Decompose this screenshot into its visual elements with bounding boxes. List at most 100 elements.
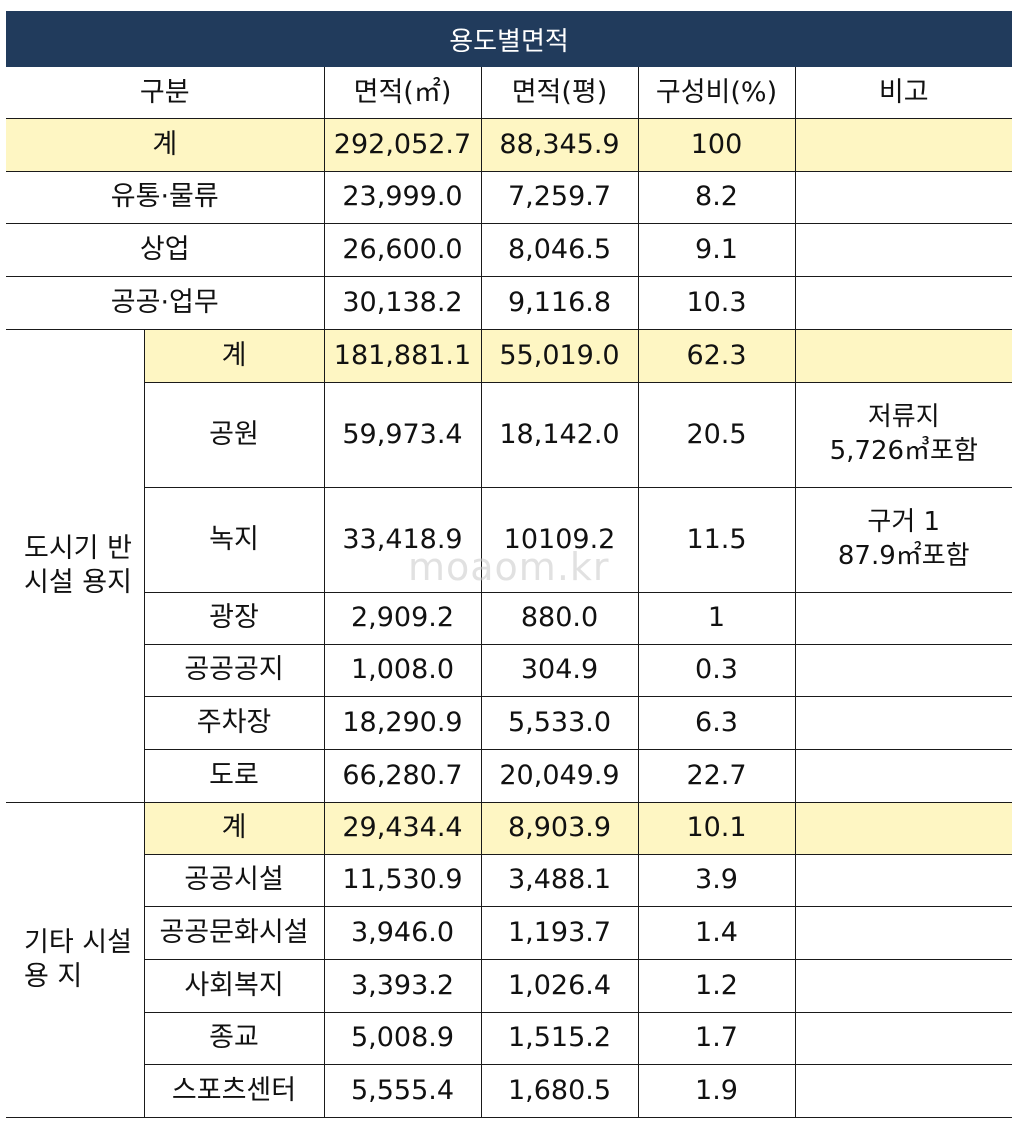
cell-note [795,696,1012,750]
cell-area-pyeong: 3,488.1 [481,854,639,907]
cell-note [795,749,1012,803]
cell-area-m2: 3,393.2 [324,959,482,1013]
cell-area-pyeong: 1,515.2 [481,1012,639,1065]
table-row: 공공문화시설 3,946.0 1,193.7 1.4 [6,906,1012,960]
cell-ratio: 100 [638,118,796,172]
table-row: 녹지 33,418.9 10109.2 11.5 구거 1 87.9㎡포함 [6,487,1012,593]
cell-ratio: 10.3 [638,276,796,330]
cell-area-pyeong: 304.9 [481,644,639,697]
header-area-pyeong: 면적(평) [481,67,639,119]
row-label: 유통·물류 [6,171,325,224]
cell-ratio: 0.3 [638,644,796,697]
table-row: 스포츠센터 5,555.4 1,680.5 1.9 [6,1064,1012,1118]
row-label: 상업 [6,223,325,277]
row-label: 스포츠센터 [144,1064,325,1118]
cell-area-m2: 23,999.0 [324,171,482,224]
land-use-area-table: 구분 면적(㎡) 면적(평) 구성비(%) 비고 계 292,052.7 88,… [6,67,1012,1118]
cell-ratio: 10.1 [638,802,796,855]
cell-note [795,223,1012,277]
cell-area-m2: 181,881.1 [324,329,482,383]
table-row: 상업 26,600.0 8,046.5 9.1 [6,223,1012,277]
cell-area-m2: 3,946.0 [324,906,482,960]
cell-note: 저류지 5,726㎥포함 [795,382,1012,488]
table-title: 용도별면적 [6,11,1012,67]
table-row: 공원 59,973.4 18,142.0 20.5 저류지 5,726㎥포함 [6,382,1012,488]
cell-ratio: 1.7 [638,1012,796,1065]
other-group-label: 기타 시설용 지 [6,802,145,1118]
cell-area-pyeong: 20,049.9 [481,749,639,803]
header-ratio: 구성비(%) [638,67,796,119]
row-label: 주차장 [144,696,325,750]
cell-area-pyeong: 1,026.4 [481,959,639,1013]
infra-total-row: 도시기 반 시설 용지 계 181,881.1 55,019.0 62.3 [6,329,1012,803]
cell-area-pyeong: 8,903.9 [481,802,639,855]
cell-area-m2: 1,008.0 [324,644,482,697]
cell-ratio: 6.3 [638,696,796,750]
cell-note: 구거 1 87.9㎡포함 [795,487,1012,593]
cell-ratio: 62.3 [638,329,796,383]
cell-ratio: 8.2 [638,171,796,224]
cell-note [795,959,1012,1013]
cell-ratio: 9.1 [638,223,796,277]
row-label: 공공·업무 [6,276,325,330]
cell-area-pyeong: 1,193.7 [481,906,639,960]
cell-ratio: 1 [638,592,796,645]
table-row: 종교 5,008.9 1,515.2 1.7 [6,1012,1012,1065]
row-label: 공공시설 [144,854,325,907]
cell-ratio: 1.2 [638,959,796,1013]
cell-area-m2: 26,600.0 [324,223,482,277]
cell-note [795,644,1012,697]
other-total-row: 기타 시설용 지 계 29,434.4 8,903.9 10.1 [6,802,1012,1118]
cell-note [795,329,1012,383]
table-row: 공공공지 1,008.0 304.9 0.3 [6,644,1012,697]
cell-area-m2: 66,280.7 [324,749,482,803]
cell-area-pyeong: 10109.2 [481,487,639,593]
cell-ratio: 20.5 [638,382,796,488]
row-label: 공원 [144,382,325,488]
cell-ratio: 11.5 [638,487,796,593]
table-row: 사회복지 3,393.2 1,026.4 1.2 [6,959,1012,1013]
cell-area-m2: 292,052.7 [324,118,482,172]
row-label: 녹지 [144,487,325,593]
table-row: 도로 66,280.7 20,049.9 22.7 [6,749,1012,803]
cell-note [795,1012,1012,1065]
cell-area-m2: 5,555.4 [324,1064,482,1118]
table-row: 유통·물류 23,999.0 7,259.7 8.2 [6,171,1012,224]
table-row: 광장 2,909.2 880.0 1 [6,592,1012,645]
header-row: 구분 면적(㎡) 면적(평) 구성비(%) 비고 [6,67,1012,119]
row-label: 공공문화시설 [144,906,325,960]
note-line: 5,726㎥포함 [829,435,978,466]
cell-note [795,592,1012,645]
cell-area-m2: 30,138.2 [324,276,482,330]
row-label: 계 [144,329,325,383]
cell-ratio: 1.4 [638,906,796,960]
infra-group-label: 도시기 반 시설 용지 [6,329,145,803]
cell-area-pyeong: 88,345.9 [481,118,639,172]
cell-area-pyeong: 1,680.5 [481,1064,639,1118]
cell-note [795,802,1012,855]
table-row: 공공·업무 30,138.2 9,116.8 10.3 [6,276,1012,330]
cell-area-m2: 2,909.2 [324,592,482,645]
cell-area-m2: 33,418.9 [324,487,482,593]
cell-area-pyeong: 55,019.0 [481,329,639,383]
cell-ratio: 22.7 [638,749,796,803]
header-area-m2: 면적(㎡) [324,67,482,119]
cell-area-m2: 5,008.9 [324,1012,482,1065]
cell-area-m2: 11,530.9 [324,854,482,907]
cell-area-m2: 59,973.4 [324,382,482,488]
cell-note [795,906,1012,960]
cell-area-pyeong: 9,116.8 [481,276,639,330]
cell-area-m2: 29,434.4 [324,802,482,855]
cell-note [795,276,1012,330]
row-label: 사회복지 [144,959,325,1013]
note-line: 구거 1 [867,506,941,537]
cell-note [795,1064,1012,1118]
cell-note [795,854,1012,907]
header-note: 비고 [795,67,1012,119]
cell-ratio: 3.9 [638,854,796,907]
table-row: 공공시설 11,530.9 3,488.1 3.9 [6,854,1012,907]
row-label: 도로 [144,749,325,803]
row-label: 종교 [144,1012,325,1065]
cell-area-pyeong: 18,142.0 [481,382,639,488]
overall-total-row: 계 292,052.7 88,345.9 100 [6,118,1012,172]
